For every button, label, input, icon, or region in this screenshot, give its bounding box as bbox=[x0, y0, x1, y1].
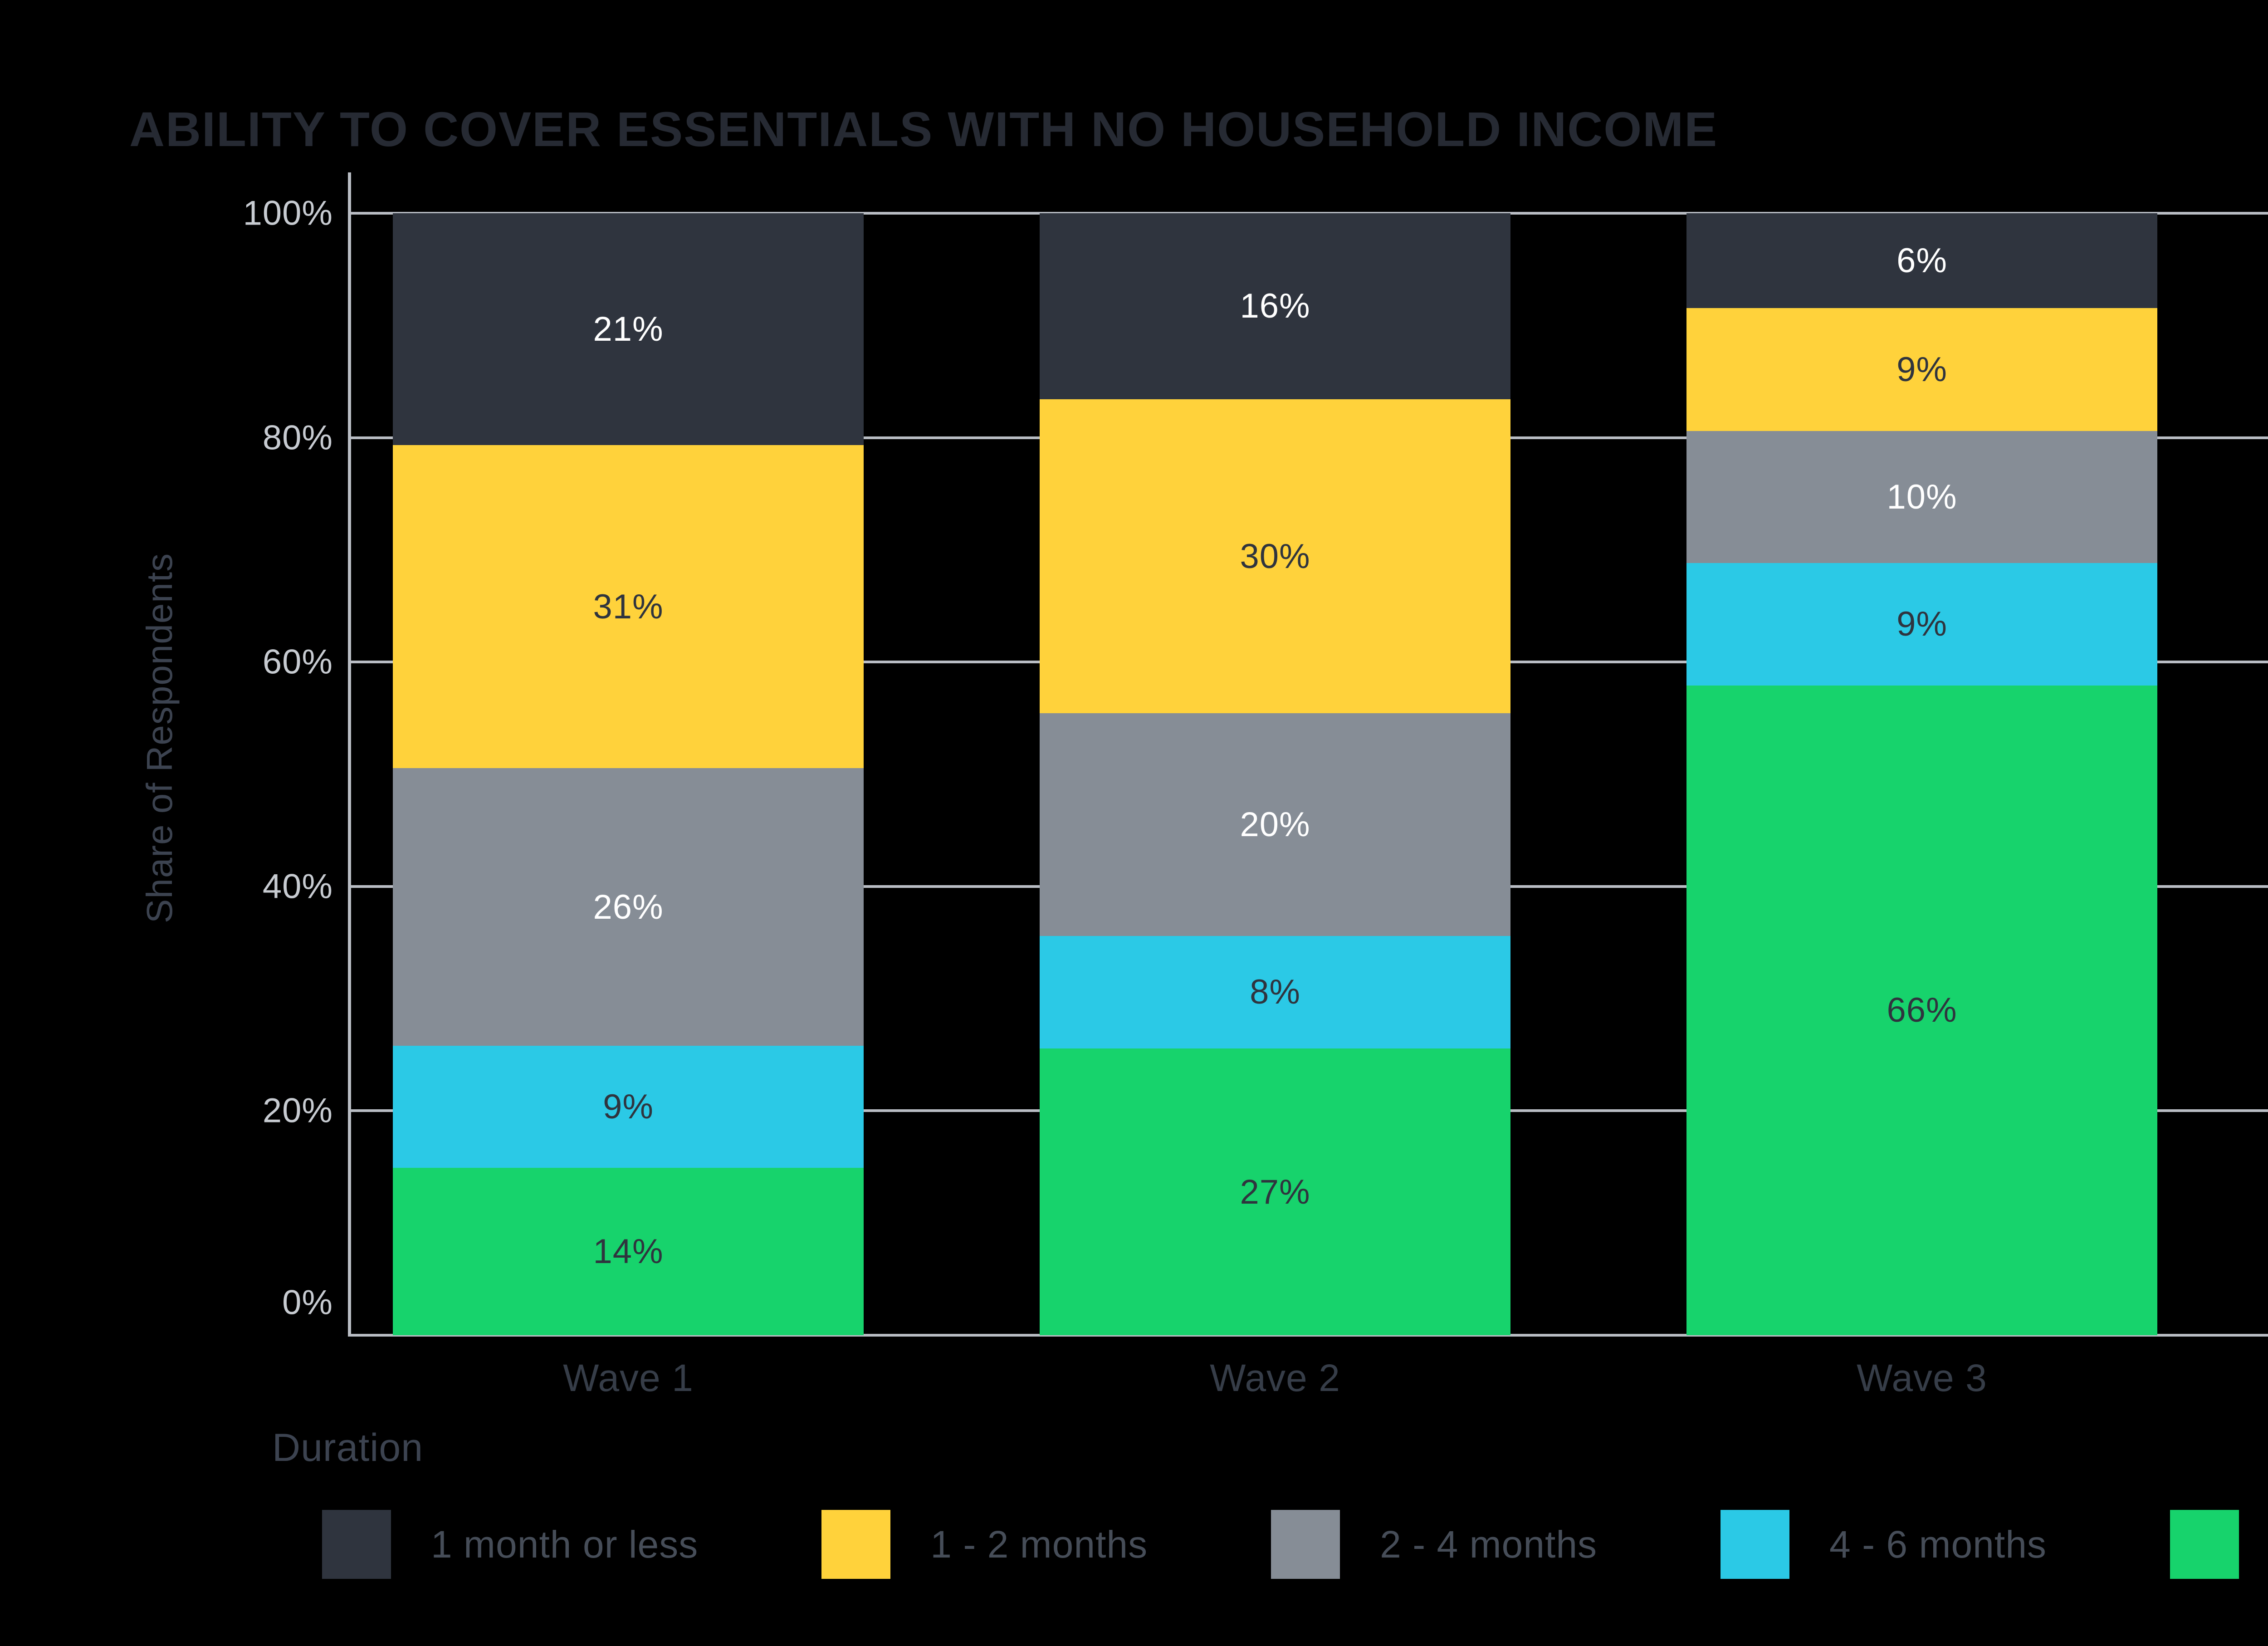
y-axis-spine bbox=[348, 172, 351, 1337]
x-tick-label-3: Wave 3 bbox=[1857, 1357, 1987, 1399]
chart-title: ABILITY TO COVER ESSENTIALS WITH NO HOUS… bbox=[129, 102, 1718, 157]
bar-segment: 8% bbox=[1040, 936, 1510, 1049]
legend-title: Duration bbox=[272, 1426, 424, 1470]
legend-swatch bbox=[1721, 1510, 1790, 1579]
bar-value-label: 8% bbox=[1250, 973, 1300, 1012]
plot-area: 100% 80% 60% 40% 20% 0% 21% 31% 26% 9% 14% Wave 1 16… bbox=[243, 172, 2268, 1399]
y-tick-label-60: 60% bbox=[262, 642, 333, 681]
x-tick-label-1: Wave 1 bbox=[563, 1357, 694, 1399]
bar-value-label: 30% bbox=[1240, 537, 1310, 576]
bar-value-label: 16% bbox=[1240, 287, 1310, 326]
legend-item: 6 months or more bbox=[2170, 1510, 2268, 1579]
bar-value-label: 9% bbox=[1897, 350, 1947, 389]
bar-segment: 16% bbox=[1040, 213, 1510, 399]
bar-segment: 10% bbox=[1686, 431, 2157, 563]
bar-value-label: 31% bbox=[593, 587, 664, 626]
y-tick-label-20: 20% bbox=[262, 1091, 333, 1130]
bar-value-label: 14% bbox=[593, 1232, 664, 1271]
legend-item: 4 - 6 months bbox=[1721, 1510, 2047, 1579]
bar-value-label: 21% bbox=[593, 309, 664, 348]
x-axis-spine bbox=[348, 1334, 2268, 1337]
bar-segment: 9% bbox=[1686, 308, 2157, 431]
bar-segment: 6% bbox=[1686, 213, 2157, 309]
bar-segment: 9% bbox=[393, 1045, 864, 1168]
bar-segment: 21% bbox=[393, 213, 864, 445]
bar-segment: 31% bbox=[393, 445, 864, 769]
bar-segment: 14% bbox=[393, 1167, 864, 1336]
bar-value-label: 6% bbox=[1897, 241, 1947, 280]
bar-value-label: 20% bbox=[1240, 805, 1310, 844]
legend-swatch bbox=[2170, 1510, 2239, 1579]
legend: 1 month or less 1 - 2 months 2 - 4 months 4… bbox=[322, 1510, 2268, 1579]
legend-swatch bbox=[322, 1510, 391, 1579]
bar-value-label: 9% bbox=[1897, 605, 1947, 644]
legend-item: 1 - 2 months bbox=[821, 1510, 1148, 1579]
legend-swatch bbox=[1271, 1510, 1340, 1579]
y-axis-title: Share of Respondents bbox=[139, 553, 180, 923]
legend-swatch bbox=[821, 1510, 891, 1579]
x-tick-label-2: Wave 2 bbox=[1210, 1357, 1340, 1399]
bar-segment: 9% bbox=[1686, 563, 2157, 686]
bar-value-label: 27% bbox=[1240, 1172, 1310, 1211]
bar-wave-3: 6% 9% 10% 9% 66% bbox=[1686, 213, 2157, 1335]
y-tick-label-40: 40% bbox=[262, 867, 333, 906]
legend-label: 1 month or less bbox=[431, 1523, 699, 1566]
bar-value-label: 10% bbox=[1887, 477, 1957, 516]
legend-label: 1 - 2 months bbox=[930, 1523, 1148, 1566]
bar-value-label: 26% bbox=[593, 887, 664, 926]
y-tick-label-0: 0% bbox=[282, 1283, 333, 1322]
bar-segment: 66% bbox=[1686, 685, 2157, 1335]
bar-value-label: 9% bbox=[603, 1087, 654, 1126]
legend-item: 2 - 4 months bbox=[1271, 1510, 1597, 1579]
legend-label: 4 - 6 months bbox=[1829, 1523, 2047, 1566]
legend-label: 2 - 4 months bbox=[1380, 1523, 1598, 1566]
bar-wave-2: 16% 30% 20% 8% 27% bbox=[1040, 213, 1510, 1335]
bar-segment: 20% bbox=[1040, 713, 1510, 936]
bar-value-label: 66% bbox=[1887, 991, 1957, 1030]
y-tick-label-80: 80% bbox=[262, 418, 333, 457]
bar-segment: 27% bbox=[1040, 1048, 1510, 1335]
legend-item: 1 month or less bbox=[322, 1510, 698, 1579]
y-tick-label-100: 100% bbox=[243, 194, 333, 233]
bar-segment: 30% bbox=[1040, 399, 1510, 714]
bar-segment: 26% bbox=[393, 768, 864, 1046]
bar-wave-1: 21% 31% 26% 9% 14% bbox=[393, 213, 864, 1336]
